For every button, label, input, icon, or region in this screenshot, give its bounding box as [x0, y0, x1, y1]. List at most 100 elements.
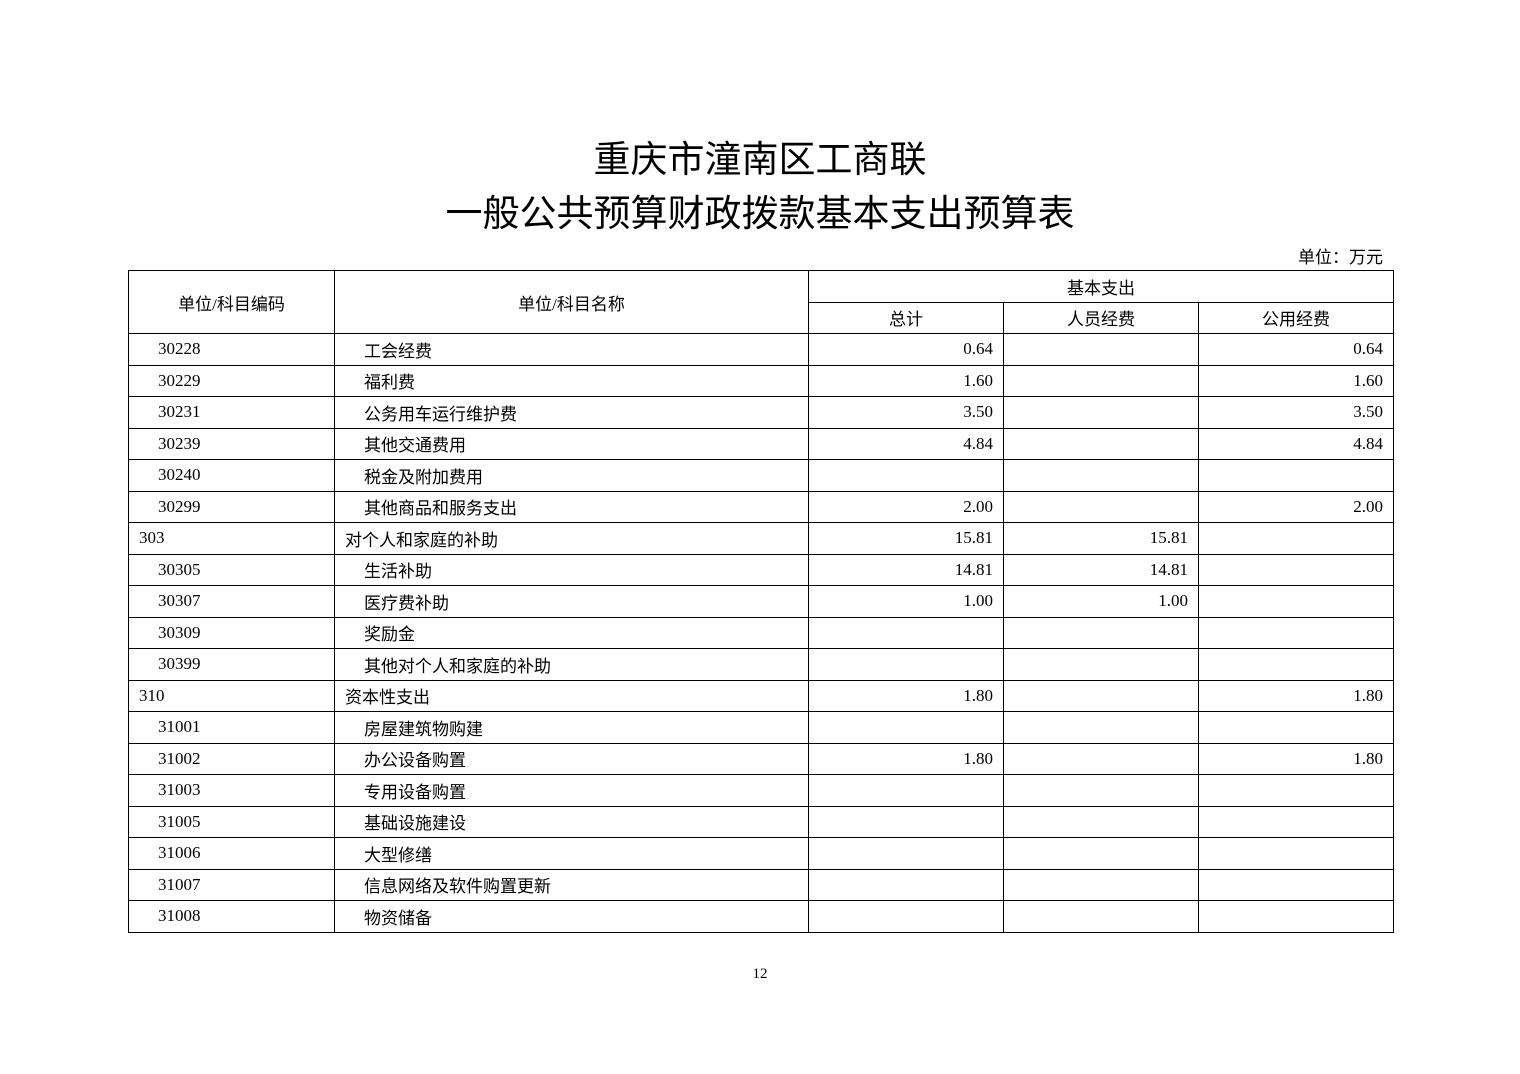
cell-code: 31008 — [128, 900, 335, 933]
cell-personnel — [1003, 711, 1199, 744]
cell-code: 30231 — [128, 396, 335, 429]
cell-name: 其他商品和服务支出 — [334, 490, 809, 523]
cell-personnel — [1003, 774, 1199, 807]
cell-code: 303 — [128, 522, 335, 555]
cell-personnel — [1003, 805, 1199, 838]
table-row: 30228 工会经费 0.64 0.64 — [128, 333, 1394, 366]
table-row: 30240 税金及附加费用 — [128, 459, 1394, 492]
cell-public — [1198, 459, 1394, 492]
cell-personnel — [1003, 333, 1199, 366]
cell-name: 其他交通费用 — [334, 427, 809, 460]
cell-total: 1.80 — [808, 679, 1004, 712]
cell-code: 31006 — [128, 837, 335, 870]
cell-name: 奖励金 — [334, 616, 809, 649]
cell-code: 30240 — [128, 459, 335, 492]
cell-name: 办公设备购置 — [334, 742, 809, 775]
cell-code: 310 — [128, 679, 335, 712]
cell-public — [1198, 805, 1394, 838]
cell-public — [1198, 711, 1394, 744]
cell-name: 生活补助 — [334, 553, 809, 586]
cell-code: 31002 — [128, 742, 335, 775]
cell-total: 3.50 — [808, 396, 1004, 429]
cell-name: 房屋建筑物购建 — [334, 711, 809, 744]
cell-name: 对个人和家庭的补助 — [334, 522, 809, 555]
cell-name: 物资储备 — [334, 900, 809, 933]
table-body: 30228 工会经费 0.64 0.64 30229 福利费 1.60 1.60 30231 公务… — [128, 333, 1394, 933]
page-number: 12 — [752, 966, 768, 982]
cell-public — [1198, 900, 1394, 933]
table-row: 31001 房屋建筑物购建 — [128, 711, 1394, 744]
cell-personnel — [1003, 648, 1199, 681]
cell-public — [1198, 616, 1394, 649]
cell-code: 30307 — [128, 585, 335, 618]
cell-code: 30239 — [128, 427, 335, 460]
cell-code: 30305 — [128, 553, 335, 586]
cell-public — [1198, 837, 1394, 870]
cell-code: 31001 — [128, 711, 335, 744]
cell-code: 31007 — [128, 868, 335, 901]
cell-name: 大型修缮 — [334, 837, 809, 870]
cell-public: 1.60 — [1198, 364, 1394, 397]
cell-personnel: 15.81 — [1003, 522, 1199, 555]
header-name: 单位/科目名称 — [334, 270, 809, 334]
table-row: 30231 公务用车运行维护费 3.50 3.50 — [128, 396, 1394, 429]
table-row: 31007 信息网络及软件购置更新 — [128, 868, 1394, 901]
cell-public — [1198, 522, 1394, 555]
cell-total — [808, 837, 1004, 870]
cell-code: 30399 — [128, 648, 335, 681]
table-row: 303 对个人和家庭的补助 15.81 15.81 — [128, 522, 1394, 555]
cell-total — [808, 900, 1004, 933]
cell-personnel — [1003, 427, 1199, 460]
cell-name: 工会经费 — [334, 333, 809, 366]
cell-code: 30228 — [128, 333, 335, 366]
cell-public: 4.84 — [1198, 427, 1394, 460]
table-row: 30305 生活补助 14.81 14.81 — [128, 553, 1394, 586]
cell-code: 30299 — [128, 490, 335, 523]
cell-personnel: 14.81 — [1003, 553, 1199, 586]
cell-personnel — [1003, 868, 1199, 901]
header-public: 公用经费 — [1198, 301, 1394, 334]
header-code: 单位/科目编码 — [128, 270, 335, 334]
cell-name: 资本性支出 — [334, 679, 809, 712]
cell-name: 基础设施建设 — [334, 805, 809, 838]
table-row: 30309 奖励金 — [128, 616, 1394, 649]
cell-public — [1198, 585, 1394, 618]
cell-public: 1.80 — [1198, 742, 1394, 775]
cell-public: 2.00 — [1198, 490, 1394, 523]
cell-total — [808, 648, 1004, 681]
cell-public: 0.64 — [1198, 333, 1394, 366]
cell-code: 31003 — [128, 774, 335, 807]
header-total: 总计 — [808, 301, 1004, 334]
unit-label: 单位：万元 — [1298, 248, 1383, 267]
cell-code: 31005 — [128, 805, 335, 838]
cell-total — [808, 616, 1004, 649]
cell-name: 公务用车运行维护费 — [334, 396, 809, 429]
cell-total: 1.60 — [808, 364, 1004, 397]
cell-total: 4.84 — [808, 427, 1004, 460]
cell-total: 15.81 — [808, 522, 1004, 555]
table-row: 30299 其他商品和服务支出 2.00 2.00 — [128, 490, 1394, 523]
table-row: 30399 其他对个人和家庭的补助 — [128, 648, 1394, 681]
cell-personnel — [1003, 837, 1199, 870]
cell-total: 14.81 — [808, 553, 1004, 586]
cell-total: 1.00 — [808, 585, 1004, 618]
table-row: 30229 福利费 1.60 1.60 — [128, 364, 1394, 397]
cell-name: 其他对个人和家庭的补助 — [334, 648, 809, 681]
header-basic-expenditure: 基本支出 — [808, 270, 1394, 303]
cell-total — [808, 459, 1004, 492]
table-row: 30239 其他交通费用 4.84 4.84 — [128, 427, 1394, 460]
cell-personnel: 1.00 — [1003, 585, 1199, 618]
cell-name: 税金及附加费用 — [334, 459, 809, 492]
cell-name: 信息网络及软件购置更新 — [334, 868, 809, 901]
budget-table: 单位/科目编码 单位/科目名称 基本支出 总计 人员经费 公用经费 30228 工… — [128, 270, 1394, 933]
table-row: 30307 医疗费补助 1.00 1.00 — [128, 585, 1394, 618]
cell-total — [808, 868, 1004, 901]
cell-personnel — [1003, 459, 1199, 492]
cell-public: 1.80 — [1198, 679, 1394, 712]
cell-total: 1.80 — [808, 742, 1004, 775]
document-title-line-2: 一般公共预算财政拨款基本支出预算表 — [445, 192, 1075, 235]
cell-total: 2.00 — [808, 490, 1004, 523]
cell-public — [1198, 774, 1394, 807]
cell-personnel — [1003, 490, 1199, 523]
cell-personnel — [1003, 364, 1199, 397]
